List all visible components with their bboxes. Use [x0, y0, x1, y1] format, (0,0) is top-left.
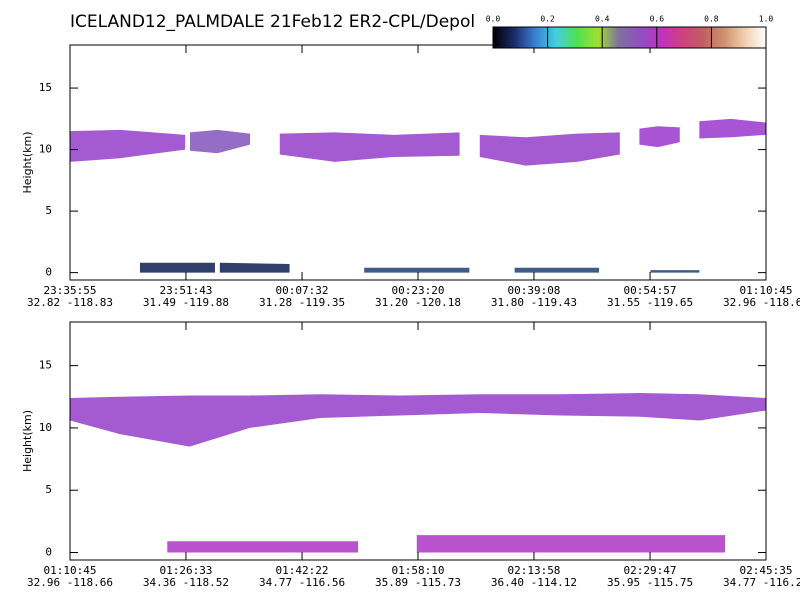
colorbar-tick-label: 0.6: [650, 15, 665, 24]
y-axis-label: Height(km): [21, 131, 34, 193]
y-tick-label: 10: [39, 143, 52, 156]
cloud-layer: [70, 393, 766, 447]
x-tick-sublabel: 34.77 -116.56: [259, 576, 345, 589]
x-tick-label: 02:13:58: [507, 564, 560, 577]
cloud-layer: [650, 270, 700, 273]
colorbar-tick-label: 1.0: [759, 15, 774, 24]
x-tick-label: 00:07:32: [276, 284, 329, 297]
cloud-layer: [189, 129, 251, 154]
x-tick-label: 01:42:22: [276, 564, 329, 577]
cloud-layer: [479, 132, 620, 166]
colorbar-tick-label: 0.4: [595, 15, 610, 24]
x-tick-label: 01:10:45: [740, 284, 793, 297]
cloud-layer: [167, 541, 359, 553]
x-tick-sublabel: 31.20 -120.18: [375, 296, 461, 309]
y-tick-label: 0: [45, 546, 52, 559]
x-tick-label: 00:23:20: [392, 284, 445, 297]
x-tick-label: 01:58:10: [392, 564, 445, 577]
cloud-layer: [416, 535, 726, 553]
x-tick-label: 00:39:08: [507, 284, 560, 297]
x-tick-sublabel: 32.82 -118.83: [27, 296, 113, 309]
x-tick-sublabel: 31.49 -119.88: [143, 296, 229, 309]
x-tick-sublabel: 36.40 -114.12: [491, 576, 577, 589]
cloud-layer: [514, 267, 600, 273]
cloud-layer: [364, 267, 470, 273]
x-tick-label: 23:51:43: [159, 284, 212, 297]
y-tick-label: 15: [39, 81, 52, 94]
cloud-layer: [699, 118, 766, 139]
y-tick-label: 10: [39, 421, 52, 434]
x-tick-sublabel: 31.80 -119.43: [491, 296, 577, 309]
x-tick-label: 00:54:57: [624, 284, 677, 297]
x-tick-label: 02:29:47: [624, 564, 677, 577]
y-axis-label: Height(km): [21, 410, 34, 472]
x-tick-sublabel: 34.36 -118.52: [143, 576, 229, 589]
cloud-layer: [70, 129, 186, 162]
x-tick-label: 02:45:35: [740, 564, 793, 577]
x-tick-sublabel: 32.96 -118.66: [27, 576, 113, 589]
colorbar-tick-label: 0.8: [704, 15, 719, 24]
colorbar-tick-label: 0.2: [540, 15, 555, 24]
y-tick-label: 5: [45, 483, 52, 496]
cloud-layer: [279, 132, 460, 162]
y-tick-label: 5: [45, 204, 52, 217]
x-tick-sublabel: 32.96 -118.66: [723, 296, 800, 309]
cloud-layer: [219, 262, 290, 273]
y-tick-label: 0: [45, 266, 52, 279]
x-tick-sublabel: 35.89 -115.73: [375, 576, 461, 589]
x-tick-sublabel: 34.77 -116.21: [723, 576, 800, 589]
x-tick-sublabel: 35.95 -115.75: [607, 576, 693, 589]
chart-title: ICELAND12_PALMDALE 21Feb12 ER2-CPL/Depol: [70, 12, 475, 32]
cloud-layer: [139, 262, 215, 273]
y-tick-label: 15: [39, 359, 52, 372]
colorbar-tick-label: 0.0: [486, 15, 501, 24]
colorbar: [492, 26, 767, 49]
x-tick-label: 01:10:45: [44, 564, 97, 577]
x-tick-label: 23:35:55: [44, 284, 97, 297]
x-tick-label: 01:26:33: [159, 564, 212, 577]
x-tick-sublabel: 31.55 -119.65: [607, 296, 693, 309]
cloud-layer: [639, 126, 680, 148]
x-tick-sublabel: 31.28 -119.35: [259, 296, 345, 309]
